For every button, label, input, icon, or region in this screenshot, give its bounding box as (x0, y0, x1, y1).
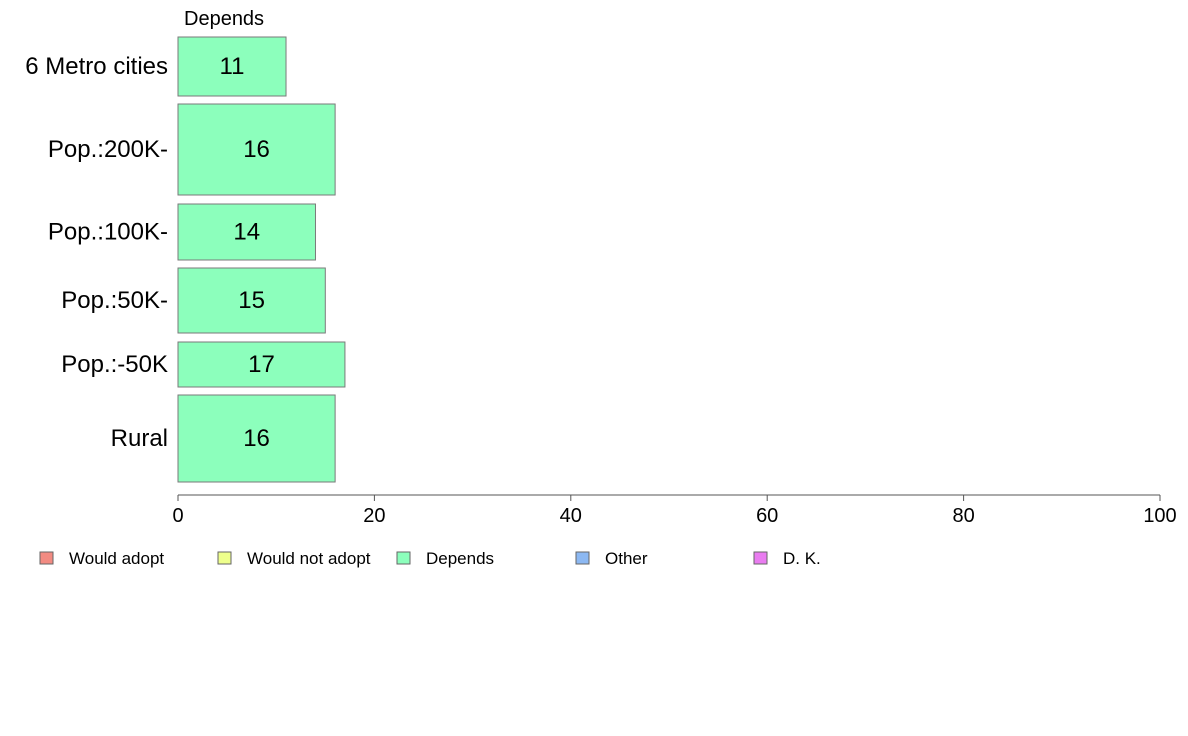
bar (177, 203, 316, 261)
category-label: Pop.:50K- (61, 287, 168, 314)
x-tick-label: 40 (560, 505, 582, 527)
legend-label: Would adopt (69, 549, 164, 568)
category-label: Pop.:-50K (61, 351, 168, 378)
value-labels: 11 16 14 15 17 16 (220, 53, 275, 452)
bar (177, 36, 287, 97)
x-tick-label: 60 (756, 505, 778, 527)
x-tick-label: 0 (172, 505, 183, 527)
data-label: 14 (233, 219, 260, 246)
category-label: Pop.:200K- (48, 136, 168, 163)
legend-label: D. K. (783, 549, 821, 568)
category-label: Rural (111, 425, 168, 452)
x-axis: 0 20 40 60 80 100 (172, 494, 1177, 527)
category-labels: 6 Metro cities Pop.:200K- Pop.:100K- Pop.:5… (25, 53, 168, 452)
legend-label: Depends (426, 549, 494, 568)
bar (177, 394, 336, 483)
legend-swatch (39, 551, 54, 565)
bar (177, 341, 346, 388)
data-label: 16 (243, 425, 270, 452)
legend-swatch (753, 551, 768, 565)
legend-swatch (575, 551, 590, 565)
legend-swatch (217, 551, 232, 565)
legend: Would adopt Would not adopt Depends Other D.… (39, 549, 821, 568)
legend-swatch (396, 551, 411, 565)
category-label: 6 Metro cities (25, 53, 168, 80)
bars-group (177, 36, 346, 483)
bar (177, 267, 326, 334)
x-tick-label: 80 (952, 505, 974, 527)
x-tick-label: 20 (363, 505, 385, 527)
legend-label: Other (605, 549, 648, 568)
data-label: 15 (238, 287, 265, 314)
legend-label: Would not adopt (247, 549, 371, 568)
bar (177, 103, 336, 196)
x-tick-label: 100 (1143, 505, 1176, 527)
panel-title: Depends (184, 8, 264, 30)
data-label: 16 (243, 136, 270, 163)
data-label: 17 (248, 351, 275, 378)
category-label: Pop.:100K- (48, 219, 168, 246)
data-label: 11 (220, 53, 245, 80)
